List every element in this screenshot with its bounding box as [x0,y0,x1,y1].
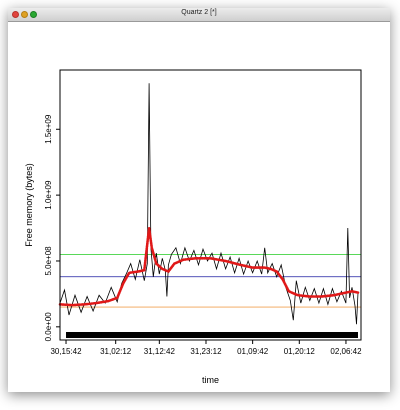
chart-series [58,83,360,325]
y-tick-label-3: 1.5e+09 [44,114,53,144]
timestamp-rug-bar [66,332,358,338]
window-titlebar[interactable]: Quartz 2 [*] [8,8,390,22]
close-window-button[interactable] [12,11,19,18]
quartz-window: Quartz 2 [*] 0.0e+00 5.0e+08 1.0e+09 1.5e+0… [8,8,390,392]
window-title: Quartz 2 [*] [181,9,217,16]
x-tick-label-2: 31,12:42 [144,347,176,356]
series-raw-memory [59,83,359,325]
x-tick-label-3: 31,23:12 [190,347,222,356]
x-axis: 30,15:42 31,02:12 31,12:42 31,23:12 01,09:42… [50,339,362,356]
zoom-window-button[interactable] [30,11,37,18]
x-axis-label: time [202,375,219,385]
x-tick-label-1: 31,02:12 [100,347,132,356]
free-memory-chart: 0.0e+00 5.0e+08 1.0e+09 1.5e+09 30,15:42 31,… [24,69,362,385]
series-smoothed-trend [58,227,360,307]
minimize-window-button[interactable] [21,11,28,18]
x-tick-label-5: 01,20:12 [284,347,316,356]
y-tick-label-1: 5.0e+08 [44,246,53,276]
y-tick-label-2: 1.0e+09 [44,180,53,210]
x-tick-label-6: 02,06:42 [330,347,362,356]
plot-frame [59,69,362,341]
x-tick-label-4: 01,09:42 [237,347,269,356]
reference-lines [60,253,361,308]
y-tick-label-0: 0.0e+00 [44,312,53,342]
y-axis: 0.0e+00 5.0e+08 1.0e+09 1.5e+09 [44,114,61,342]
rug-bar-layer [66,332,358,338]
y-axis-label: Free memory (bytes) [24,163,34,247]
x-tick-label-0: 30,15:42 [50,347,82,356]
